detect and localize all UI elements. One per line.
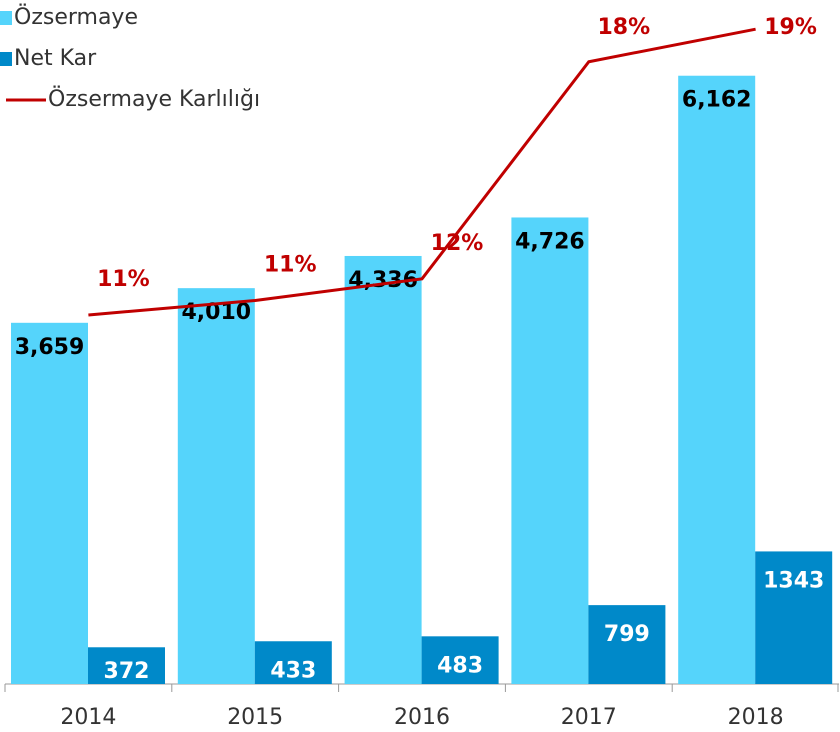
bar [678, 75, 756, 684]
legend-swatch [0, 52, 12, 66]
data-label: 372 [104, 659, 150, 684]
bar [421, 636, 499, 684]
bar [11, 322, 88, 684]
bar [588, 605, 666, 684]
line-label: 18% [597, 15, 650, 40]
legend-label: Özsermaye Karlılığı [48, 86, 260, 112]
bar [88, 647, 165, 684]
x-tick-label: 2018 [728, 705, 784, 730]
data-label: 1343 [763, 568, 824, 593]
line-label: 19% [764, 15, 817, 40]
x-tick-label: 2017 [561, 705, 617, 730]
line-label: 11% [264, 253, 317, 278]
data-label: 6,162 [682, 88, 752, 113]
data-label: 433 [270, 658, 316, 683]
bar [254, 641, 332, 684]
legend-label: Özsermaye [14, 4, 138, 30]
x-tick-label: 2016 [394, 705, 450, 730]
line-label: 11% [97, 267, 150, 292]
x-tick-label: 2014 [60, 705, 116, 730]
data-label: 4,726 [515, 229, 585, 254]
data-label: 799 [604, 622, 650, 647]
legend-swatch [0, 11, 12, 25]
x-tick-label: 2015 [227, 705, 283, 730]
data-label: 3,659 [15, 335, 85, 360]
legend-label: Net Kar [14, 46, 97, 71]
data-label: 483 [437, 653, 483, 678]
bar [177, 288, 255, 684]
line [88, 27, 756, 317]
bar [344, 255, 422, 684]
bar [511, 217, 589, 684]
bar [755, 551, 833, 684]
